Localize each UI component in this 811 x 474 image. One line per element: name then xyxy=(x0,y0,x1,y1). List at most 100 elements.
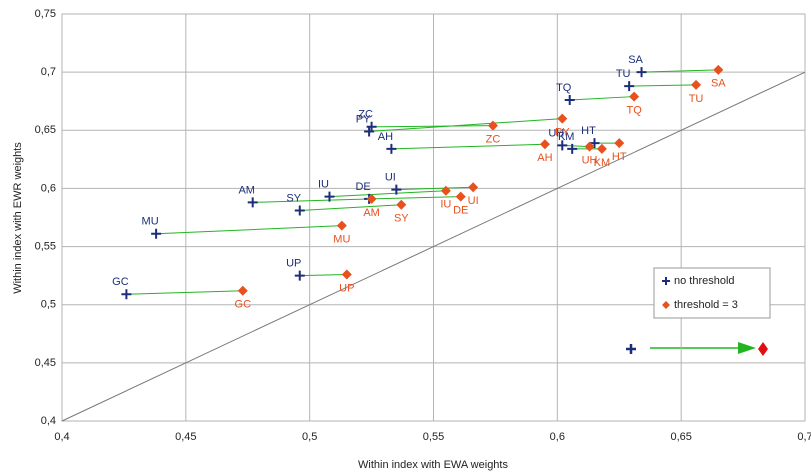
point-label: UI xyxy=(468,195,479,207)
point xyxy=(366,193,377,204)
point-label: TU xyxy=(616,68,631,80)
point xyxy=(557,140,568,151)
arrow-start xyxy=(626,344,636,354)
point xyxy=(636,67,647,78)
point xyxy=(624,81,635,92)
connector xyxy=(371,125,493,128)
connector xyxy=(126,290,243,295)
y-tick-label: 0,75 xyxy=(35,8,56,20)
point-label: AH xyxy=(537,152,552,164)
point xyxy=(294,270,305,281)
point-label: UP xyxy=(286,258,301,270)
point-label: GC xyxy=(235,299,252,311)
connector xyxy=(391,143,545,150)
point xyxy=(557,113,568,124)
point xyxy=(396,199,407,210)
point-label: IU xyxy=(318,178,329,190)
point xyxy=(364,126,375,137)
point-label: PY xyxy=(356,113,371,125)
point-label: AH xyxy=(378,131,393,143)
point-label: DE xyxy=(453,204,468,216)
point-label: UH xyxy=(548,127,564,139)
point xyxy=(386,143,397,154)
x-tick-label: 0,6 xyxy=(550,431,565,443)
arrow-head xyxy=(738,342,756,354)
connector xyxy=(299,273,347,277)
point xyxy=(440,185,451,196)
point xyxy=(237,285,248,296)
point-label: MU xyxy=(333,234,350,246)
y-tick-label: 0,7 xyxy=(41,66,56,78)
point xyxy=(294,205,305,216)
connector xyxy=(396,186,474,191)
point xyxy=(629,91,640,102)
legend-marker xyxy=(662,277,670,285)
point-label: UH xyxy=(582,154,598,166)
legend-label: threshold = 3 xyxy=(674,299,738,311)
arrow-end xyxy=(758,342,768,356)
legend: no threshold threshold = 3 xyxy=(653,267,771,319)
point-label: HT xyxy=(612,151,627,163)
y-tick-label: 0,4 xyxy=(41,415,56,427)
x-tick-label: 0,5 xyxy=(302,431,317,443)
point xyxy=(324,191,335,202)
point-label: UP xyxy=(339,282,354,294)
x-tick-label: 0,7 xyxy=(797,431,811,443)
point-label: PY xyxy=(555,127,570,139)
y-tick-label: 0,55 xyxy=(35,240,56,252)
point xyxy=(366,121,377,132)
y-tick-label: 0,65 xyxy=(35,124,56,136)
point-label: IU xyxy=(440,199,451,211)
point xyxy=(614,138,625,149)
point xyxy=(341,269,352,280)
point xyxy=(539,139,550,150)
point-label: AM xyxy=(363,207,380,219)
arrow-annotation xyxy=(626,342,768,356)
point-label: GC xyxy=(112,276,129,288)
y-tick-label: 0,45 xyxy=(35,357,56,369)
legend-label: no threshold xyxy=(674,275,735,287)
x-tick-label: 0,55 xyxy=(423,431,444,443)
point xyxy=(336,220,347,231)
point xyxy=(584,141,595,152)
point-label: HT xyxy=(581,125,596,137)
point-label: SA xyxy=(711,78,726,90)
point xyxy=(567,143,578,154)
point-label: DE xyxy=(355,181,370,193)
point-label: AM xyxy=(238,184,255,196)
point xyxy=(468,182,479,193)
connector xyxy=(569,96,635,101)
x-tick-label: 0,4 xyxy=(54,431,69,443)
point xyxy=(713,64,724,75)
connector xyxy=(329,190,446,198)
point xyxy=(247,197,258,208)
point xyxy=(564,95,575,106)
point xyxy=(151,228,162,239)
connector xyxy=(156,225,342,235)
x-tick-label: 0,65 xyxy=(670,431,691,443)
point-label: TQ xyxy=(626,104,642,116)
y-axis-title: Within index with EWR weights xyxy=(12,142,24,294)
point xyxy=(691,79,702,90)
point-label: SY xyxy=(394,213,409,225)
point xyxy=(455,191,466,202)
point xyxy=(589,138,600,149)
point-label: SA xyxy=(628,54,643,66)
point-label: ZC xyxy=(486,134,501,146)
plot-border xyxy=(61,13,806,422)
x-tick-label: 0,45 xyxy=(175,431,196,443)
legend-box xyxy=(653,267,771,319)
point xyxy=(596,143,607,154)
point xyxy=(391,184,402,195)
connector xyxy=(629,84,697,87)
legend-marker xyxy=(662,301,670,309)
point-label: SY xyxy=(286,192,301,204)
point-label: TU xyxy=(689,93,704,105)
connector xyxy=(369,196,461,200)
connector xyxy=(299,204,402,212)
point xyxy=(487,120,498,131)
connector xyxy=(369,118,563,132)
y-tick-label: 0,5 xyxy=(41,299,56,311)
